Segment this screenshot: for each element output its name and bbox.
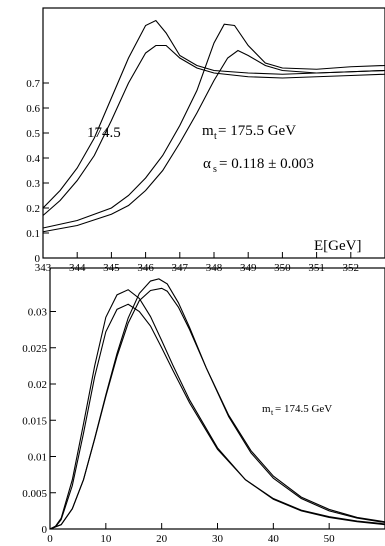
top-y-tick-label: 0.7: [26, 78, 40, 90]
top-mt-value: = 175.5 GeV: [218, 123, 296, 139]
top-x-tick-label: 343: [35, 262, 52, 274]
top-curves: [42, 19, 385, 233]
bottom-series-1: [49, 289, 385, 530]
bottom-y-tick-label: 0.02: [28, 379, 47, 391]
top-alpha-subscript: s: [213, 164, 217, 175]
bottom-series-3: [49, 278, 385, 530]
bottom-y-axis: 0 0.005 0.01 0.015 0.02 0.025 0.03: [22, 307, 56, 536]
top-y-tick-label: 0.6: [26, 103, 40, 115]
top-panel: 0 0.1 0.2 0.3 0.4 0.5 0.6 0.7 343 344 345 346 347 34…: [26, 7, 385, 274]
bottom-mt-value: = 174.5 GeV: [275, 403, 332, 415]
bottom-x-tick-label: 10: [100, 533, 112, 545]
bottom-x-tick-label: 50: [324, 533, 336, 545]
top-y-tick-label: 0.4: [26, 153, 40, 165]
top-series-2: [42, 44, 385, 216]
bottom-series-4: [49, 287, 385, 530]
top-alpha-annotation: α s = 0.118 ± 0.003: [203, 156, 314, 175]
bottom-mt-annotation: m t = 174.5 GeV: [262, 403, 332, 417]
top-y-tick-label: 0.3: [26, 178, 40, 190]
bottom-plot-frame: [49, 267, 385, 530]
top-x-axis: 343 344 345 346 347 348 349 350 351 352: [35, 252, 359, 274]
top-y-tick-label: 0.2: [26, 203, 40, 215]
bottom-panel: 0 0.005 0.01 0.015 0.02 0.025 0.03 0 10 20 30 40 50…: [22, 267, 385, 545]
bottom-x-tick-label: 40: [268, 533, 280, 545]
bottom-x-axis: 0 10 20 30 40 50: [47, 523, 335, 545]
top-y-tick-label: 0: [35, 253, 41, 265]
bottom-x-tick-label: 30: [212, 533, 224, 545]
bottom-y-tick-label: 0.03: [28, 307, 48, 319]
bottom-x-tick-label: 20: [156, 533, 168, 545]
top-y-tick-label: 0.1: [26, 228, 40, 240]
bottom-mt-subscript: t: [271, 408, 274, 417]
top-series-1: [42, 19, 385, 209]
bottom-mt-symbol: m: [262, 403, 271, 415]
top-x-axis-label: E[GeV]: [314, 238, 361, 254]
top-mass-annotation: 174.5: [87, 125, 121, 141]
bottom-series-2: [49, 303, 385, 530]
top-series-4: [42, 49, 385, 233]
bottom-y-tick-label: 0: [42, 524, 48, 536]
bottom-y-tick-label: 0.025: [22, 343, 47, 355]
top-mt-symbol: m: [202, 123, 214, 139]
top-alpha-value: = 0.118 ± 0.003: [219, 156, 314, 172]
bottom-y-tick-label: 0.01: [28, 452, 47, 464]
bottom-x-tick-label: 0: [47, 533, 53, 545]
top-mt-subscript: t: [214, 131, 217, 142]
top-series-3: [42, 23, 385, 229]
top-y-axis: 0 0.1 0.2 0.3 0.4 0.5 0.6 0.7: [26, 78, 49, 265]
bottom-y-tick-label: 0.005: [22, 488, 47, 500]
bottom-y-tick-label: 0.015: [22, 415, 47, 427]
top-alpha-symbol: α: [203, 156, 211, 172]
bottom-curves: [49, 278, 385, 530]
top-y-tick-label: 0.5: [26, 128, 40, 140]
top-mt-annotation: m t = 175.5 GeV: [202, 123, 296, 142]
